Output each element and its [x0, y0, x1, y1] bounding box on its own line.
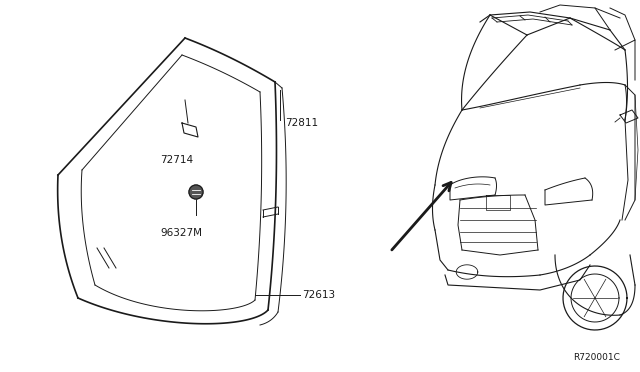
Text: 72811: 72811 [285, 118, 318, 128]
Text: 96327M: 96327M [160, 228, 202, 238]
Text: R720001C: R720001C [573, 353, 620, 362]
Text: 72613: 72613 [302, 290, 335, 300]
Circle shape [189, 185, 203, 199]
Text: 72714: 72714 [160, 155, 193, 165]
